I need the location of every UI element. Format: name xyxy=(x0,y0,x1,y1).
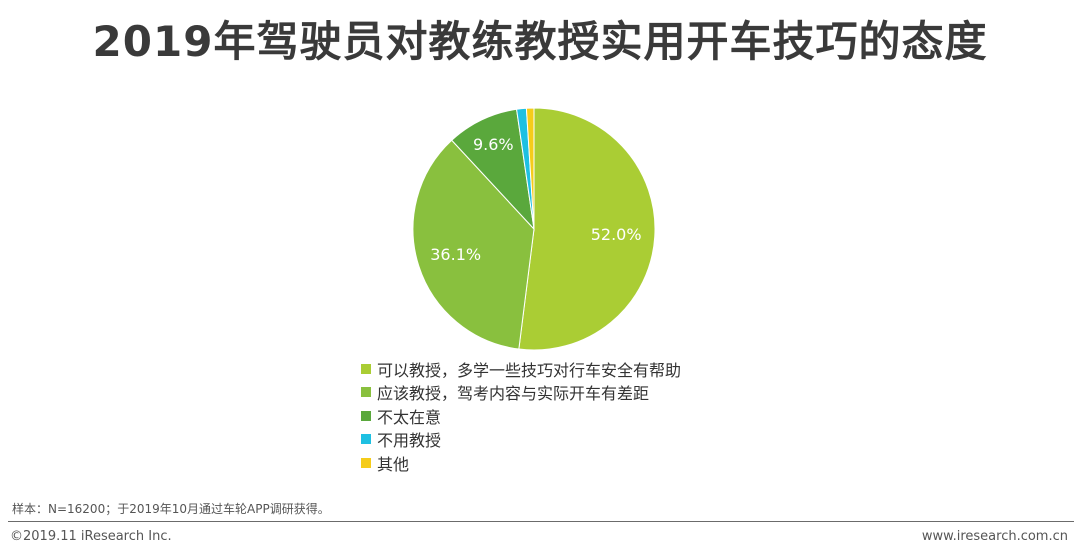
copyright-text: ©2019.11 iResearch Inc. xyxy=(10,529,172,544)
slice-data-label-1: 52.0% xyxy=(591,225,642,244)
legend-item-3: 不太在意 xyxy=(361,404,761,428)
legend-swatch-3 xyxy=(361,410,371,421)
slice-data-label-2: 36.1% xyxy=(430,245,481,264)
pie-slice-1 xyxy=(518,107,656,351)
pie-slice-2 xyxy=(412,139,535,350)
legend-item-5: 其他 xyxy=(361,451,761,475)
legend-item-4: 不用教授 xyxy=(361,428,761,452)
chart-title: 2019年驾驶员对教练教授实用开车技巧的态度 xyxy=(92,17,988,66)
legend: 可以教授，多学一些技巧对行车安全有帮助 应该教授，驾考内容与实际开车有差距 不太在意… xyxy=(361,357,761,475)
source-note: 样本：N=16200；于2019年10月通过车轮APP调研获得。 xyxy=(12,502,330,516)
website-link[interactable]: www.iresearch.com.cn xyxy=(921,529,1068,544)
legend-swatch-1 xyxy=(361,363,371,374)
legend-swatch-4 xyxy=(361,434,371,445)
legend-label-1: 可以教授，多学一些技巧对行车安全有帮助 xyxy=(377,360,682,380)
legend-item-2: 应该教授，驾考内容与实际开车有差距 xyxy=(361,381,761,405)
legend-label-2: 应该教授，驾考内容与实际开车有差距 xyxy=(377,384,650,404)
legend-swatch-5 xyxy=(361,457,371,468)
legend-label-4: 不用教授 xyxy=(377,431,442,451)
legend-label-3: 不太在意 xyxy=(377,407,442,427)
legend-item-1: 可以教授，多学一些技巧对行车安全有帮助 xyxy=(361,357,761,381)
pie-slice-5 xyxy=(525,107,535,230)
legend-swatch-2 xyxy=(361,387,371,398)
slice-data-label-3: 9.6% xyxy=(473,135,514,154)
footer-divider xyxy=(8,521,1074,522)
legend-label-5: 其他 xyxy=(377,454,410,474)
